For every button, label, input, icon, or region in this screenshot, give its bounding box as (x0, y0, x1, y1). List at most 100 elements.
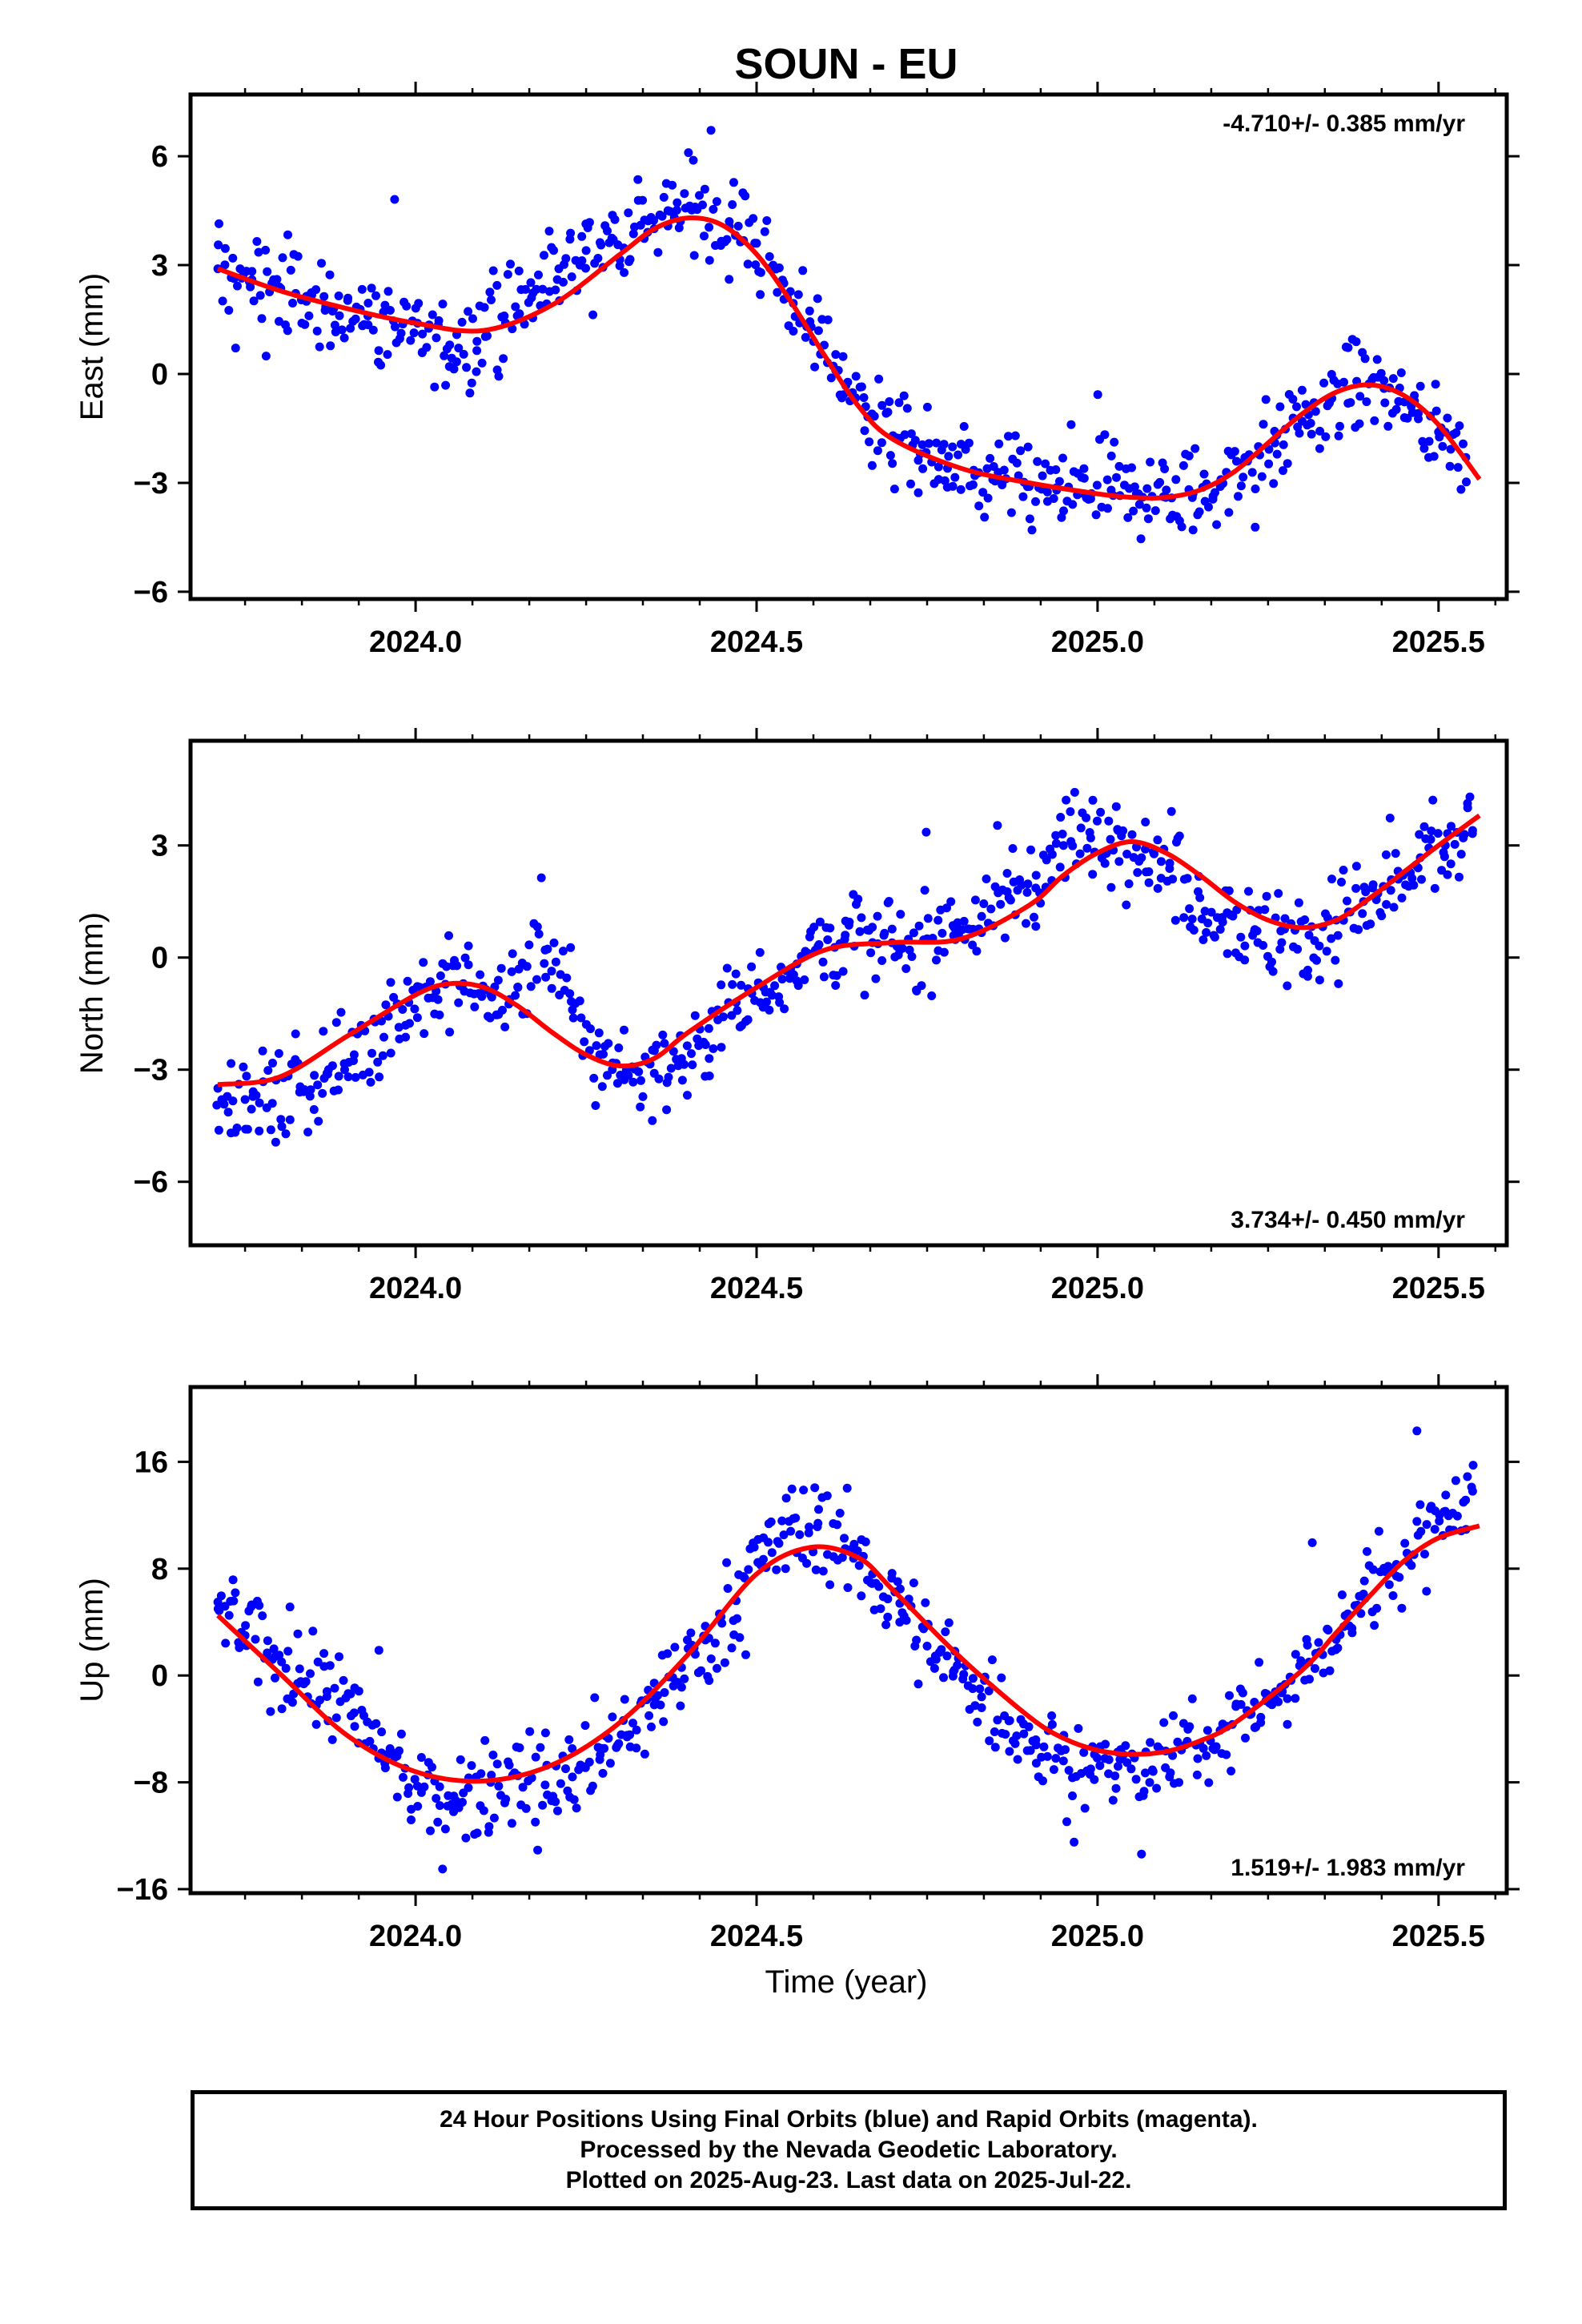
north-point (1460, 830, 1469, 839)
north-point (793, 981, 803, 991)
east-point (883, 408, 893, 417)
east-point (657, 211, 667, 221)
east-point (1307, 429, 1316, 439)
east-point (749, 214, 758, 223)
north-point (318, 1088, 327, 1098)
north-point (747, 962, 757, 971)
north-point (1031, 922, 1041, 931)
north-point (1331, 955, 1340, 965)
east-point (283, 326, 292, 336)
north-point (921, 827, 931, 837)
north-point (597, 1082, 607, 1092)
north-point (1166, 806, 1176, 816)
up-point (1415, 1500, 1425, 1510)
north-point (565, 989, 575, 999)
north-point (719, 1012, 728, 1022)
up-point (1010, 1739, 1020, 1748)
east-point (805, 306, 814, 316)
up-point (722, 1558, 732, 1567)
east-point (1321, 432, 1331, 441)
east-point (1027, 525, 1037, 535)
up-point (876, 1604, 885, 1614)
up-point (1001, 1730, 1010, 1739)
north-point (1185, 904, 1195, 914)
east-point (1012, 458, 1022, 468)
up-point (861, 1537, 870, 1546)
up-point (1159, 1718, 1169, 1727)
north-point (305, 1092, 315, 1101)
north-point (1381, 850, 1391, 859)
east-point (1058, 453, 1067, 463)
east-point (396, 328, 406, 338)
north-point (664, 1072, 673, 1082)
north-point (982, 875, 991, 883)
east-point (1079, 464, 1089, 473)
up-point (614, 1739, 624, 1748)
north-point (683, 1091, 692, 1100)
north-point (340, 1065, 349, 1075)
east-rate-label: -4.710+/- 0.385 mm/yr (1223, 111, 1465, 137)
east-point (374, 346, 383, 356)
up-point (835, 1509, 845, 1518)
up-point (1323, 1626, 1333, 1634)
north-point (677, 1076, 687, 1085)
up-x-tick-label: 2025.5 (1392, 1920, 1485, 1953)
east-point (1269, 479, 1279, 489)
up-point (1031, 1759, 1041, 1768)
north-point (1426, 834, 1435, 844)
up-point (235, 1643, 244, 1652)
east-point (1051, 465, 1061, 474)
up-point (921, 1598, 930, 1607)
up-point (953, 1661, 962, 1670)
north-point (268, 1059, 277, 1068)
north-point (819, 972, 829, 982)
up-point (295, 1664, 304, 1674)
up-point (1104, 1755, 1114, 1764)
east-point (465, 388, 475, 398)
north-point (378, 1051, 387, 1060)
up-point (1121, 1741, 1130, 1751)
north-point (853, 895, 863, 904)
up-point (1412, 1426, 1422, 1436)
east-point (1199, 469, 1209, 479)
up-point (854, 1561, 864, 1570)
east-point (540, 251, 548, 260)
east-point (959, 422, 969, 431)
north-point (313, 1080, 323, 1090)
up-point (1283, 1719, 1292, 1729)
north-point (868, 923, 877, 932)
north-point (343, 1072, 353, 1082)
north-point (247, 1104, 256, 1114)
north-point (214, 1125, 223, 1135)
north-point (832, 971, 841, 980)
up-point (977, 1703, 986, 1712)
north-point (728, 979, 737, 989)
east-point (1184, 451, 1194, 460)
east-point (1112, 472, 1121, 482)
up-point (1283, 1694, 1292, 1703)
east-point (581, 263, 590, 273)
panel-up: 2024.0 2024.5 2025.0 2025.5 −16 −8 0 8 16 Up (mm)… (74, 1374, 1520, 1953)
north-point (660, 1039, 669, 1048)
east-point (624, 208, 633, 218)
east-point (810, 362, 820, 372)
up-point (392, 1792, 402, 1802)
up-point (412, 1781, 422, 1791)
north-point (276, 1115, 286, 1124)
east-point (1306, 419, 1315, 428)
north-point (1236, 932, 1246, 942)
east-point (877, 438, 886, 448)
east-point (1372, 355, 1382, 364)
east-point (894, 398, 904, 408)
up-point (553, 1806, 562, 1815)
north-point (979, 899, 989, 908)
east-fit-line (217, 215, 1482, 501)
north-y-axis-label: North (mm) (74, 912, 110, 1074)
north-point (255, 1098, 264, 1108)
north-point (251, 1091, 261, 1100)
up-point (335, 1652, 343, 1662)
north-x-tick-label: 2025.0 (1051, 1272, 1144, 1305)
north-point (477, 991, 487, 1001)
east-point (867, 460, 877, 470)
east-point (492, 280, 502, 290)
